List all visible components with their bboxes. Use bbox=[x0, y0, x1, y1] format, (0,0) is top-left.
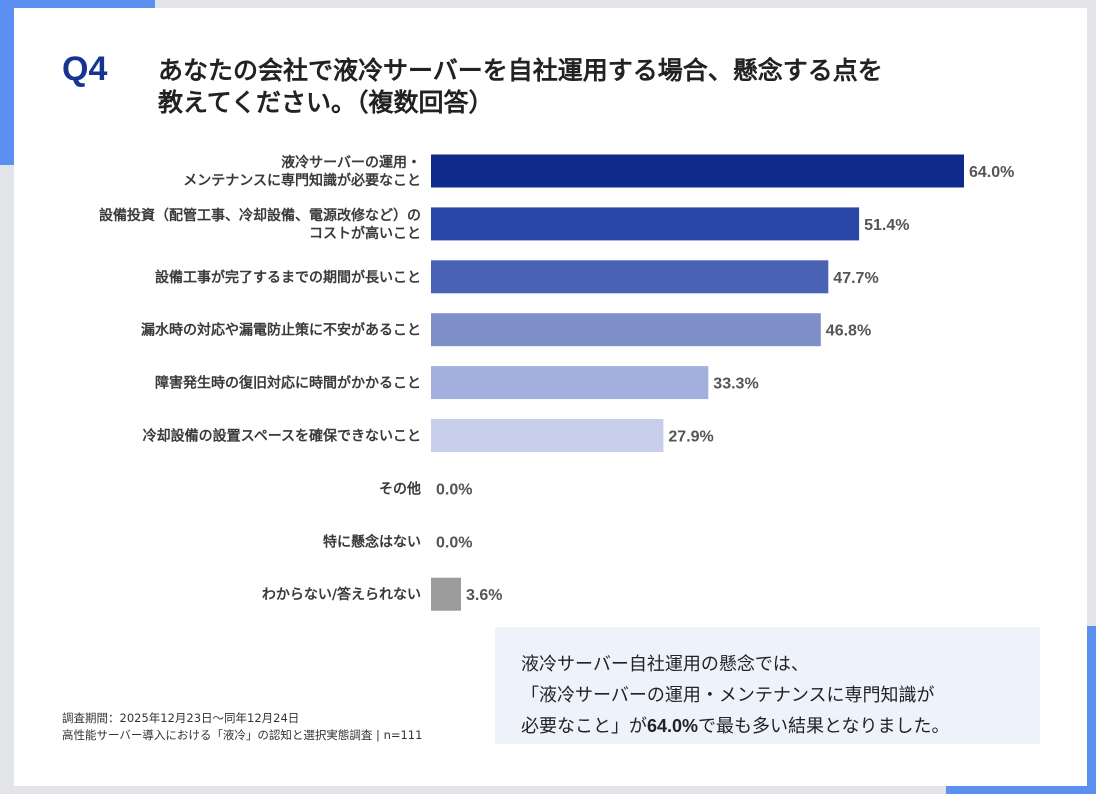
bar-5 bbox=[431, 419, 664, 452]
category-label-0: 液冷サーバーの運用・メンテナンスに専門知識が必要なこと bbox=[183, 154, 421, 189]
category-label-5: 冷却設備の設置スペースを確保できないこと bbox=[143, 428, 421, 445]
value-label-7: 0.0% bbox=[436, 534, 472, 551]
bar-2 bbox=[431, 260, 829, 294]
bar-1 bbox=[431, 207, 860, 241]
category-label-4: 障害発生時の復旧対応に時間がかかること bbox=[155, 375, 421, 392]
question-number: Q4 bbox=[62, 50, 108, 88]
category-label-3: 漏水時の対応や漏電防止策に不安があること bbox=[141, 322, 421, 339]
value-label-5: 27.9% bbox=[668, 429, 713, 446]
value-label-1: 51.4% bbox=[864, 217, 909, 234]
bar-0 bbox=[431, 154, 964, 188]
summary-line-2: 「液冷サーバーの運用・メンテナンスに専門知識が bbox=[521, 685, 935, 706]
survey-name: 高性能サーバー導入における「液冷」の認知と選択実態調査 | n=111 bbox=[62, 728, 423, 742]
category-label-2: 設備工事が完了するまでの期間が長いこと bbox=[155, 269, 421, 286]
summary-highlight-value: 64.0% bbox=[647, 716, 699, 736]
category-label-6: その他 bbox=[379, 480, 421, 497]
category-label-8: わからない/答えられない bbox=[262, 586, 421, 603]
category-label-7: 特に懸念はない bbox=[323, 533, 421, 550]
value-label-8: 3.6% bbox=[466, 587, 502, 604]
summary-line-1: 液冷サーバー自社運用の懸念では、 bbox=[521, 654, 809, 675]
summary-line-3-pre: 必要なこと」が bbox=[521, 716, 647, 737]
question-line-1: あなたの会社で液冷サーバーを自社運用する場合、懸念する点を bbox=[158, 56, 883, 85]
bar-3 bbox=[431, 313, 821, 347]
value-label-6: 0.0% bbox=[436, 481, 472, 498]
value-label-4: 33.3% bbox=[713, 376, 758, 393]
question-text: あなたの会社で液冷サーバーを自社運用する場合、懸念する点を 教えてください。（複… bbox=[158, 55, 978, 119]
bar-8 bbox=[431, 577, 461, 611]
summary-box: 液冷サーバー自社運用の懸念では、 「液冷サーバーの運用・メンテナンスに専門知識が… bbox=[495, 627, 1040, 744]
source-note: 調査期間：2025年12月23日〜同年12月24日 高性能サーバー導入における「… bbox=[62, 710, 422, 744]
survey-period: 調査期間：2025年12月23日〜同年12月24日 bbox=[62, 711, 300, 725]
value-label-0: 64.0% bbox=[969, 164, 1014, 181]
question-line-2: 教えてください。（複数回答） bbox=[158, 88, 494, 117]
value-label-2: 47.7% bbox=[833, 270, 878, 287]
bar-4 bbox=[431, 366, 709, 400]
category-label-1: 設備投資（配管工事、冷却設備、電源改修など）のコストが高いこと bbox=[99, 207, 421, 242]
summary-line-3: 必要なこと」が64.0%で最も多い結果となりました。 bbox=[521, 711, 1040, 742]
summary-line-3-post: で最も多い結果となりました。 bbox=[698, 716, 950, 737]
value-label-3: 46.8% bbox=[826, 323, 871, 340]
